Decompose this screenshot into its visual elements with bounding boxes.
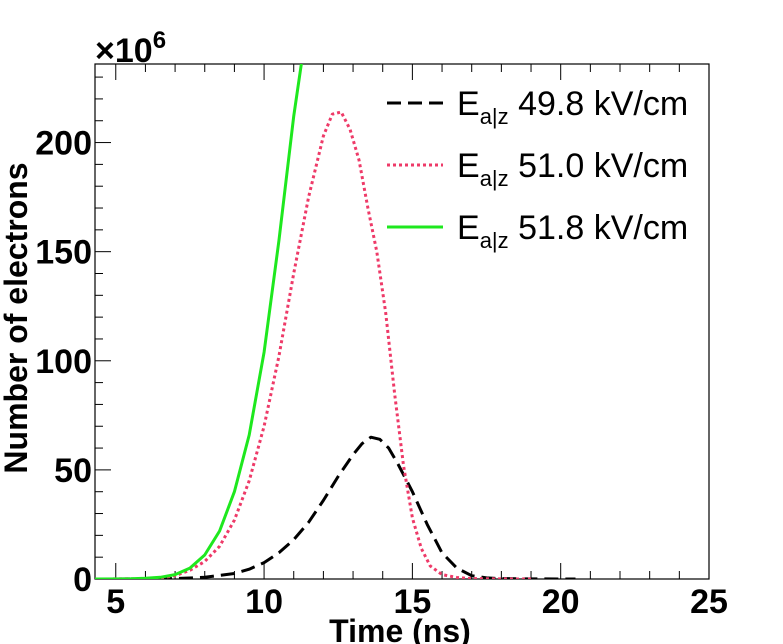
legend-label-1: Ea|z 49.8 kV/cm [457, 85, 688, 129]
series-lines [95, 64, 576, 579]
legend-label-2: Ea|z 51.0 kV/cm [457, 147, 688, 191]
plot-frame [94, 63, 710, 580]
series-line-2 [95, 110, 532, 579]
y-tick-label: 0 [73, 561, 92, 599]
series-line-3 [95, 64, 303, 579]
multiplier-label: ×106 [95, 27, 166, 70]
y-tick-label: 150 [35, 234, 92, 272]
x-tick-labels: 5 10 15 20 25 [106, 583, 728, 621]
legend: Ea|z 49.8 kV/cm Ea|z 51.0 kV/cm Ea|z 51.8 … [387, 85, 688, 253]
x-tick-label: 15 [393, 583, 431, 621]
x-tick-label: 5 [106, 583, 125, 621]
x-tick-label: 10 [245, 583, 283, 621]
tick-marks [95, 64, 710, 580]
y-tick-label: 100 [35, 343, 92, 381]
y-tick-labels: 0 50 100 150 200 [35, 125, 92, 599]
series-line-1 [95, 435, 576, 579]
legend-label-3: Ea|z 51.8 kV/cm [457, 209, 688, 253]
y-tick-label: 50 [54, 452, 92, 490]
y-axis-title: Number of electrons [0, 162, 34, 473]
x-tick-label: 25 [690, 583, 728, 621]
x-tick-label: 20 [542, 583, 580, 621]
y-tick-label: 200 [35, 125, 92, 163]
x-axis-title: Time (ns) [329, 613, 471, 644]
